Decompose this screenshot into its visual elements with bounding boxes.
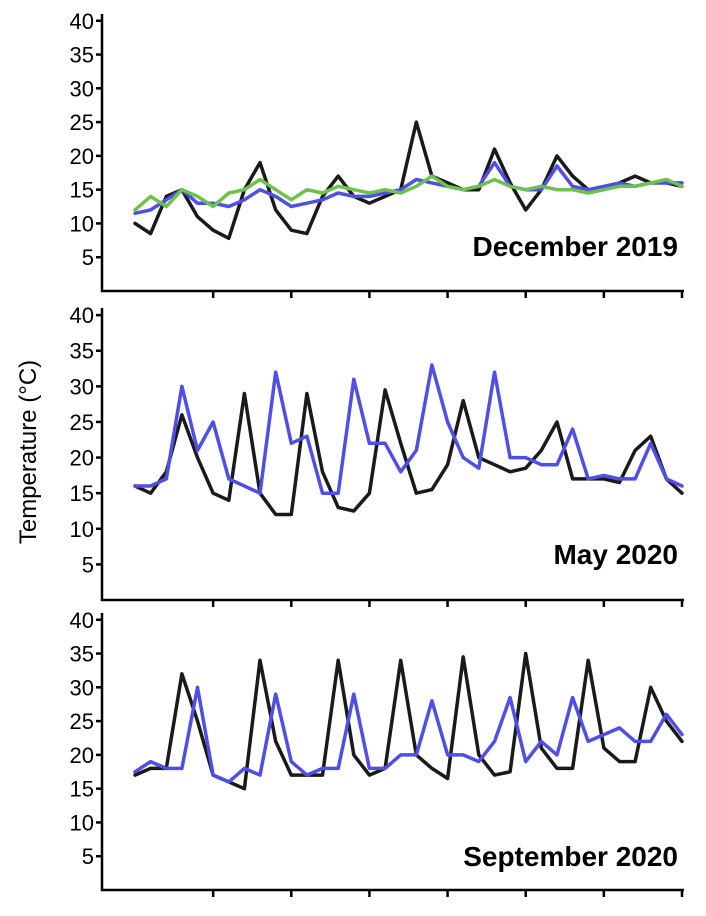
y-tick-label: 20	[70, 446, 94, 471]
y-tick-label: 35	[70, 642, 94, 667]
series-line-0	[133, 120, 684, 241]
panel-may-2020: 5 10 15 20 25 30 35 40 May 2020	[70, 303, 684, 607]
series-line-0	[133, 388, 684, 517]
y-tick-label: 15	[70, 481, 94, 506]
panel-title: May 2020	[553, 539, 678, 570]
y-tick-label: 5	[82, 844, 94, 869]
y-tick-label: 40	[70, 9, 94, 34]
y-tick-label: 30	[70, 374, 94, 399]
series-line-1	[133, 685, 684, 784]
axis-lines	[100, 14, 684, 293]
y-tick-label: 5	[82, 552, 94, 577]
y-tick-label: 5	[82, 245, 94, 270]
y-axis-title: Temperature (°C)	[15, 360, 42, 544]
y-tick-label: 20	[70, 743, 94, 768]
y-tick-label: 15	[70, 178, 94, 203]
series-line-1	[133, 363, 684, 495]
panel-title: September 2020	[463, 841, 678, 872]
panel-title: December 2019	[473, 231, 678, 262]
y-tick-label: 25	[70, 709, 94, 734]
axis-lines	[100, 613, 684, 892]
axis-lines	[100, 308, 684, 602]
y-tick-label: 25	[70, 410, 94, 435]
y-tick-label: 30	[70, 675, 94, 700]
y-tick-label: 20	[70, 144, 94, 169]
y-tick-label: 10	[70, 810, 94, 835]
y-tick-label: 40	[70, 608, 94, 633]
y-tick-label: 35	[70, 43, 94, 68]
y-tick-label: 15	[70, 777, 94, 802]
y-tick-label: 25	[70, 110, 94, 135]
series-line-2	[133, 174, 684, 212]
y-tick-label: 40	[70, 303, 94, 328]
panel-september-2020: 5 10 15 20 25 30 35 40 September 2020	[70, 608, 684, 897]
series-line-0	[133, 651, 684, 791]
y-tick-label: 10	[70, 517, 94, 542]
panel-december-2019: 5 10 15 20 25 30 35 40 December 2019	[70, 9, 684, 298]
series-line-1	[133, 160, 684, 216]
y-tick-label: 30	[70, 76, 94, 101]
y-tick-label: 35	[70, 339, 94, 364]
y-tick-label: 10	[70, 211, 94, 236]
